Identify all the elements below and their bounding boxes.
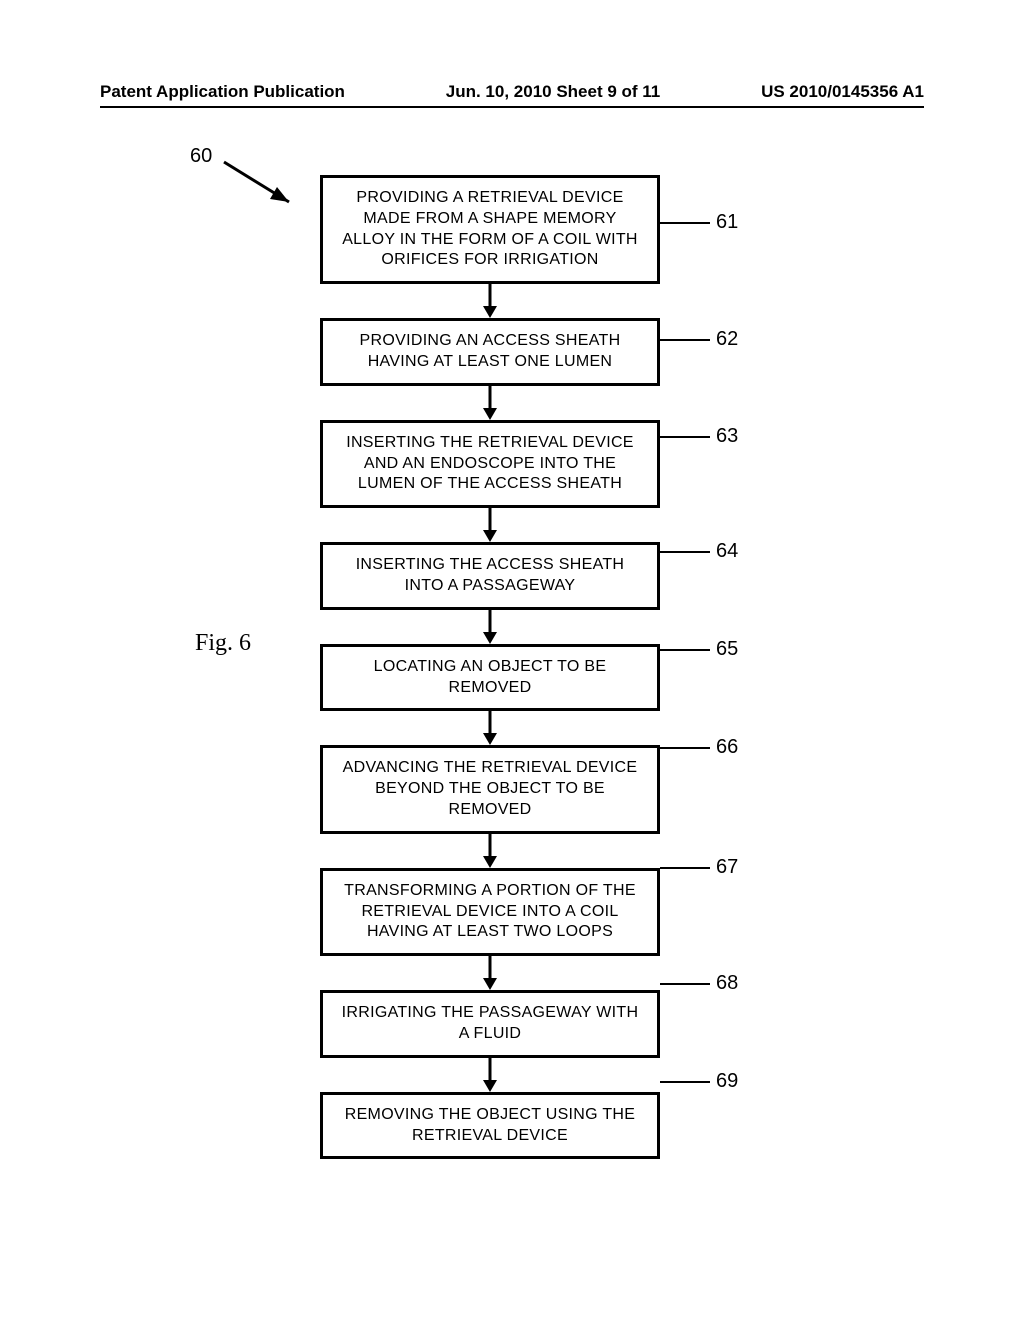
step-text: INSERTING THE RETRIEVAL DEVICE AND AN EN… bbox=[346, 434, 634, 493]
arrow bbox=[320, 956, 660, 990]
arrow bbox=[320, 386, 660, 420]
header-right: US 2010/0145356 A1 bbox=[761, 82, 924, 102]
arrow bbox=[320, 711, 660, 745]
step-box-61: PROVIDING A RETRIEVAL DEVICE MADE FROM A… bbox=[320, 175, 660, 284]
ref-num: 69 bbox=[716, 1070, 738, 1093]
ref-leader bbox=[660, 339, 710, 341]
ref-leader bbox=[660, 649, 710, 651]
step-box-62: PROVIDING AN ACCESS SHEATH HAVING AT LEA… bbox=[320, 318, 660, 386]
header-center: Jun. 10, 2010 Sheet 9 of 11 bbox=[446, 82, 661, 102]
step-text: INSERTING THE ACCESS SHEATH INTO A PASSA… bbox=[356, 556, 625, 594]
flowchart: PROVIDING A RETRIEVAL DEVICE MADE FROM A… bbox=[320, 175, 660, 1159]
ref-num: 66 bbox=[716, 736, 738, 759]
header-left: Patent Application Publication bbox=[100, 82, 345, 102]
step-box-68: IRRIGATING THE PASSAGEWAY WITH A FLUID bbox=[320, 990, 660, 1058]
ref-leader bbox=[660, 747, 710, 749]
step-text: IRRIGATING THE PASSAGEWAY WITH A FLUID bbox=[342, 1004, 639, 1042]
ref-leader bbox=[660, 222, 710, 224]
ref-num: 64 bbox=[716, 540, 738, 563]
pointer-arrow-icon bbox=[219, 157, 314, 217]
step-text: ADVANCING THE RETRIEVAL DEVICE BEYOND TH… bbox=[343, 759, 638, 818]
arrow bbox=[320, 1058, 660, 1092]
arrow bbox=[320, 508, 660, 542]
ref-num: 67 bbox=[716, 856, 738, 879]
arrow bbox=[320, 284, 660, 318]
ref-num: 68 bbox=[716, 972, 738, 995]
step-text: PROVIDING AN ACCESS SHEATH HAVING AT LEA… bbox=[360, 332, 621, 370]
step-text: LOCATING AN OBJECT TO BE REMOVED bbox=[374, 658, 607, 696]
step-box-65: LOCATING AN OBJECT TO BE REMOVED bbox=[320, 644, 660, 712]
ref-leader bbox=[660, 436, 710, 438]
ref-num: 63 bbox=[716, 425, 738, 448]
arrow bbox=[320, 610, 660, 644]
arrow bbox=[320, 834, 660, 868]
pointer-label: 60 bbox=[190, 145, 212, 167]
ref-leader bbox=[660, 1081, 710, 1083]
ref-leader bbox=[660, 983, 710, 985]
step-box-63: INSERTING THE RETRIEVAL DEVICE AND AN EN… bbox=[320, 420, 660, 508]
step-box-64: INSERTING THE ACCESS SHEATH INTO A PASSA… bbox=[320, 542, 660, 610]
ref-leader bbox=[660, 551, 710, 553]
page-header: Patent Application Publication Jun. 10, … bbox=[0, 82, 1024, 102]
step-box-66: ADVANCING THE RETRIEVAL DEVICE BEYOND TH… bbox=[320, 745, 660, 833]
step-text: REMOVING THE OBJECT USING THE RETRIEVAL … bbox=[345, 1106, 636, 1144]
ref-num: 65 bbox=[716, 638, 738, 661]
header-rule bbox=[100, 106, 924, 108]
ref-num: 62 bbox=[716, 328, 738, 351]
step-text: TRANSFORMING A PORTION OF THE RETRIEVAL … bbox=[344, 882, 636, 941]
step-box-69: REMOVING THE OBJECT USING THE RETRIEVAL … bbox=[320, 1092, 660, 1160]
figure-label: Fig. 6 bbox=[195, 630, 251, 657]
ref-num: 61 bbox=[716, 211, 738, 234]
step-text: PROVIDING A RETRIEVAL DEVICE MADE FROM A… bbox=[342, 189, 638, 268]
ref-leader bbox=[660, 867, 710, 869]
step-box-67: TRANSFORMING A PORTION OF THE RETRIEVAL … bbox=[320, 868, 660, 956]
flowchart-pointer: 60 bbox=[190, 145, 212, 168]
